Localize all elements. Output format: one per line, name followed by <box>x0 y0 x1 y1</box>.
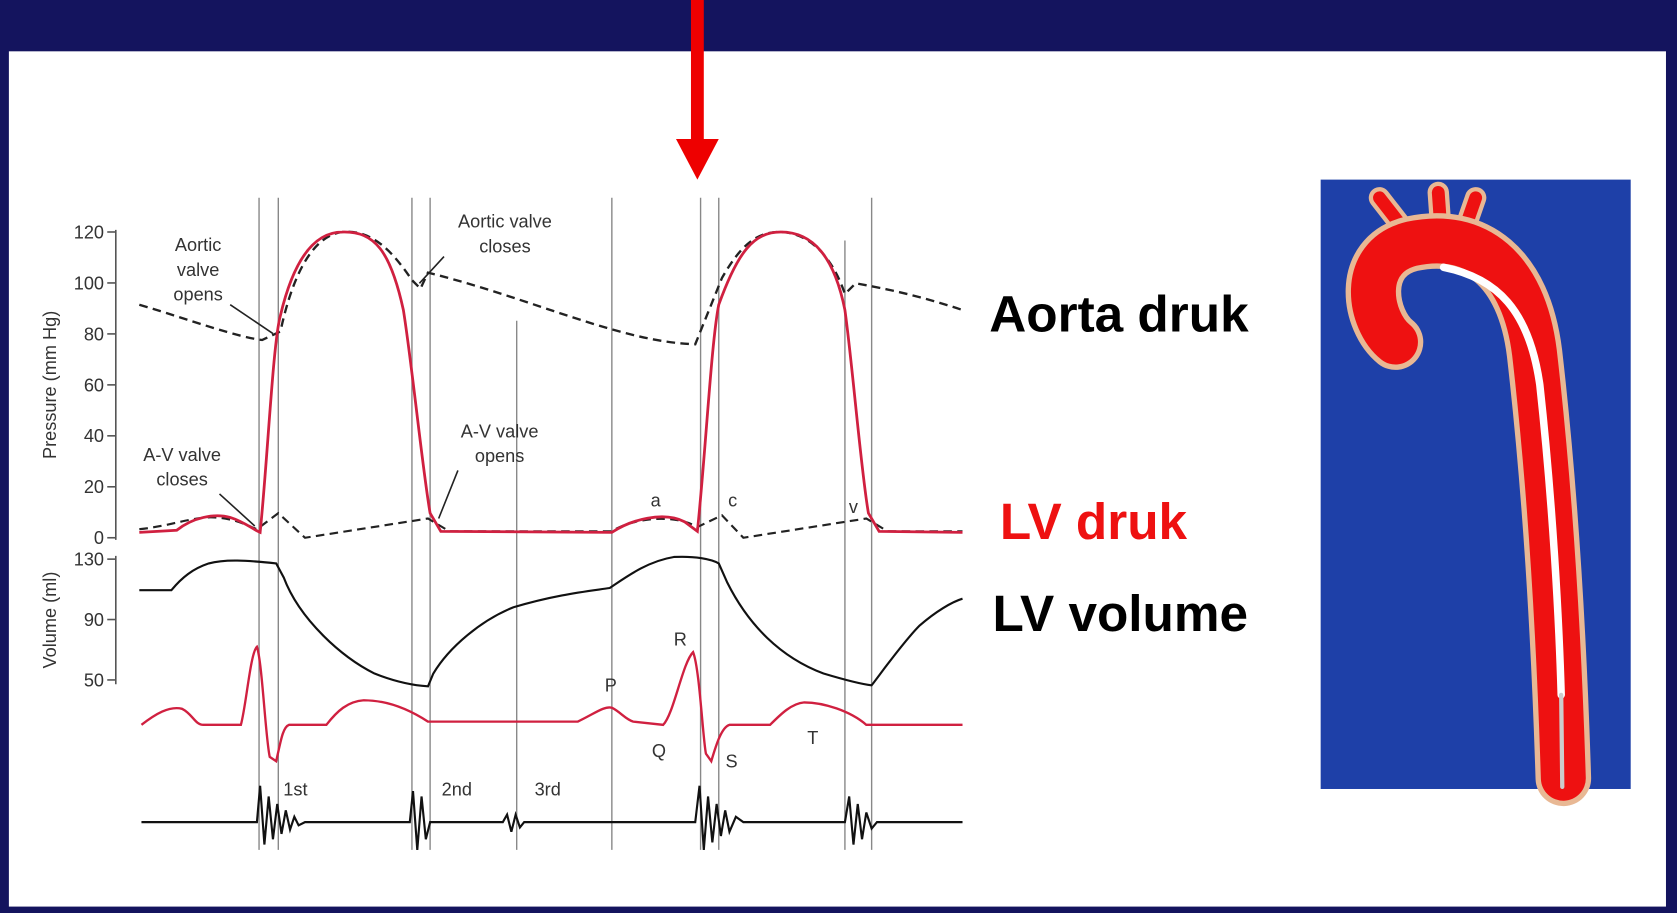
annotation: T <box>807 728 818 748</box>
pressure-tick-label: 40 <box>84 426 104 446</box>
volume-axis-label: Volume (ml) <box>40 572 60 669</box>
annotation: opens <box>173 284 222 304</box>
volume-tick-label: 130 <box>74 550 104 570</box>
pressure-axis-label: Pressure (mm Hg) <box>40 311 60 459</box>
pressure-tick-label: 60 <box>84 375 104 395</box>
aorta-image <box>1320 179 1631 807</box>
pressure-tick-label: 100 <box>74 273 104 293</box>
annotation: a <box>651 491 662 511</box>
lv-pressure <box>139 230 963 535</box>
aortic-pressure <box>138 230 963 346</box>
annotation: 1st <box>283 779 307 799</box>
annotation: Aortic valve <box>458 212 552 232</box>
annotation: 3rd <box>535 779 561 799</box>
lv-volume-label: LV volume <box>992 585 1248 642</box>
annotation: closes <box>156 469 207 489</box>
aorta-label: Aorta druk <box>989 285 1249 342</box>
annotation: Q <box>652 741 666 761</box>
arrow <box>675 0 719 180</box>
lv-pressure-label: LV druk <box>1000 493 1188 550</box>
annotation: P <box>605 676 617 696</box>
annotation: A-V valve <box>143 445 221 465</box>
annotation: valve <box>177 260 219 280</box>
volume-tick-label: 90 <box>84 610 104 630</box>
annotation: c <box>728 491 737 511</box>
heart-sounds <box>141 785 963 851</box>
pressure-tick-label: 120 <box>74 222 104 242</box>
annotation: 2nd <box>442 779 472 799</box>
annotation: S <box>726 752 738 772</box>
pressure-tick-label: 20 <box>84 477 104 497</box>
pressure-tick-label: 80 <box>84 324 104 344</box>
annotation: Aortic <box>175 235 221 255</box>
ecg <box>140 644 963 764</box>
annotation: R <box>674 630 687 650</box>
annotation: opens <box>475 446 524 466</box>
annotation: A-V valve <box>461 421 539 441</box>
pointer-lines <box>218 256 459 527</box>
volume-tick-label: 50 <box>84 670 104 690</box>
pressure-tick-label: 0 <box>94 528 104 548</box>
lv-volume <box>139 555 963 688</box>
annotation: v <box>849 497 859 517</box>
annotation: closes <box>479 236 530 256</box>
